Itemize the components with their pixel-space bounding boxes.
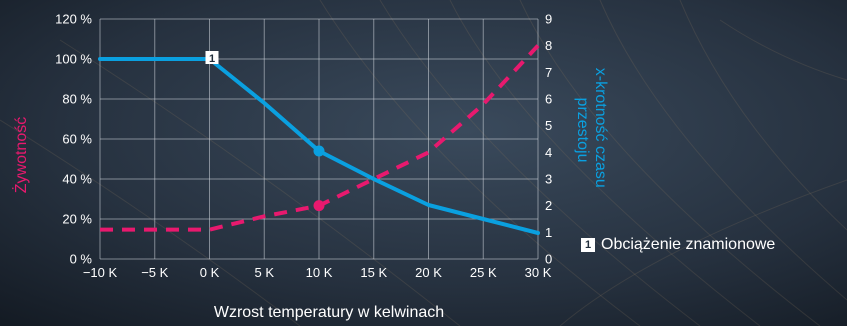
x-tick-label: 25 K: [470, 265, 497, 280]
y-left-tick-label: 0 %: [70, 252, 93, 267]
lifetime-point: [313, 145, 325, 157]
x-tick-label: 15 K: [360, 265, 387, 280]
x-tick-label: 5 K: [254, 265, 274, 280]
series-layer: [98, 44, 540, 235]
y-right-tick-label: 1: [545, 225, 552, 240]
y-axis-right-title-line-2: przestoju: [574, 98, 591, 163]
y-left-tick-label: 80 %: [62, 92, 92, 107]
x-tick-label: 10 K: [306, 265, 333, 280]
annotations: 1: [205, 51, 219, 65]
annotation-marker-box: [205, 51, 219, 64]
y-right-tick-label: 5: [545, 118, 552, 133]
y-right-tick-label: 7: [545, 65, 552, 80]
y-right-tick-label: 6: [545, 92, 552, 107]
y-left-tick-label: 60 %: [62, 132, 92, 147]
legend-label: Obciążenie znamionowe: [601, 236, 776, 253]
y-axis-left-title: Żywotność: [11, 117, 30, 193]
y-right-tick-label: 8: [545, 38, 552, 53]
y-right-tick-label: 0: [545, 252, 552, 267]
y-left-tick-label: 120 %: [55, 12, 92, 27]
x-tick-label: 20 K: [415, 265, 442, 280]
y-right-tick-label: 2: [545, 198, 552, 213]
legend: 1 Obciążenie znamionowe: [581, 236, 775, 254]
legend-marker: 1: [581, 238, 595, 252]
annotation-marker-label: 1: [209, 53, 215, 65]
gridlines: [99, 18, 539, 260]
y-right-tick-label: 3: [545, 172, 552, 187]
y-right-tick-label: 4: [545, 145, 552, 160]
y-left-tick-label: 20 %: [62, 212, 92, 227]
y-axis-right-title-line-1: x-krotność czasu: [592, 68, 609, 188]
x-tick-label: 30 K: [525, 265, 552, 280]
y-left-tick-label: 40 %: [62, 172, 92, 187]
y-left-tick-label: 100 %: [55, 52, 92, 67]
y-axis-right-title: x-krotność czasu przestoju: [574, 68, 609, 193]
x-tick-label: −5 K: [141, 265, 168, 280]
annotation-marker: 1: [205, 51, 219, 65]
x-tick-label: 0 K: [200, 265, 220, 280]
x-axis-title: Wzrost temperatury w kelwinach: [214, 304, 444, 321]
x-tick-label: −10 K: [83, 265, 118, 280]
downtime-point: [313, 200, 325, 212]
y-right-tick-label: 9: [545, 12, 552, 27]
